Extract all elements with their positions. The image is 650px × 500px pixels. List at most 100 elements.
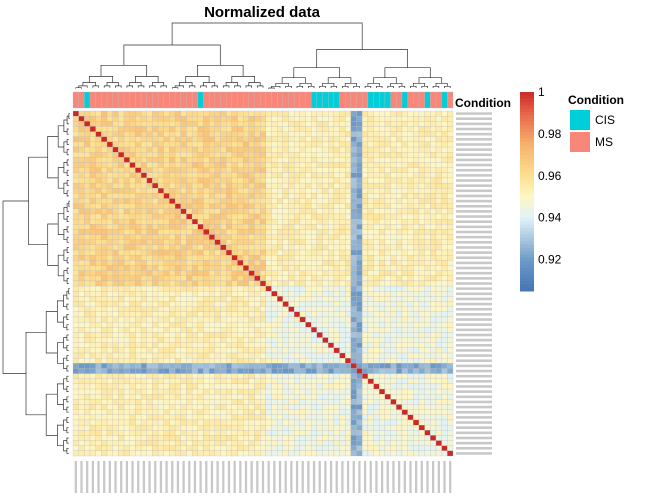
heatmap-cell (157, 450, 164, 457)
heatmap-cell (123, 219, 130, 225)
heatmap-cell (95, 188, 102, 194)
heatmap-cell (129, 414, 136, 421)
heatmap-cell (112, 404, 119, 410)
heatmap-cell (367, 409, 374, 415)
heatmap-cell (152, 162, 159, 168)
heatmap-cell (169, 121, 176, 127)
heatmap-cell (191, 301, 198, 307)
heatmap-cell (345, 394, 352, 400)
heatmap-cell (345, 373, 352, 379)
heatmap-cell (220, 146, 227, 153)
heatmap-cell (316, 249, 323, 256)
heatmap-cell (390, 301, 397, 307)
heatmap-cell (214, 110, 221, 117)
heatmap-cell (123, 131, 130, 137)
heatmap-cell (231, 337, 238, 343)
heatmap-cell (112, 116, 119, 122)
heatmap-cell (208, 193, 215, 199)
heatmap-cell (226, 162, 232, 168)
heatmap-cell (163, 229, 170, 235)
heatmap-cell (413, 368, 420, 374)
heatmap-cell (243, 388, 249, 395)
heatmap-cell (339, 131, 346, 137)
heatmap-cell (101, 146, 108, 153)
heatmap-cell (84, 347, 91, 354)
heatmap-cell (333, 301, 340, 307)
heatmap-cell (367, 321, 374, 328)
heatmap-cell (140, 363, 147, 369)
heatmap-cell (260, 280, 266, 287)
heatmap-cell (260, 255, 266, 261)
heatmap-cell (282, 285, 289, 292)
heatmap-cell (237, 450, 244, 457)
annotation-cell-ms (345, 91, 352, 109)
heatmap-cell (339, 219, 346, 225)
heatmap-cell (260, 440, 266, 446)
heatmap-cell (135, 182, 142, 189)
heatmap-cell (271, 327, 278, 333)
heatmap-cell (140, 450, 147, 457)
annotation-cell-cis (197, 91, 204, 109)
heatmap-cell (265, 249, 272, 256)
heatmap-cell (345, 265, 352, 271)
heatmap-cell (407, 296, 414, 302)
heatmap-cell (197, 404, 204, 410)
heatmap-cell (413, 291, 420, 297)
heatmap-cell (106, 450, 113, 457)
heatmap-cell (152, 409, 159, 415)
heatmap-cell (311, 162, 318, 168)
heatmap-cell (390, 157, 397, 163)
heatmap-cell (220, 291, 227, 297)
heatmap-cell (401, 424, 408, 431)
heatmap-cell (140, 219, 147, 225)
heatmap-cell (424, 224, 431, 230)
heatmap-cell (214, 291, 221, 297)
heatmap-cell (288, 352, 295, 359)
heatmap-cell (123, 316, 130, 323)
heatmap-cell (208, 126, 215, 132)
heatmap-cell (328, 363, 335, 369)
heatmap-cell (174, 383, 181, 390)
heatmap-cell (203, 203, 210, 209)
heatmap-cell (441, 363, 448, 369)
heatmap-cell (163, 249, 170, 256)
heatmap-cell (208, 141, 215, 148)
heatmap-cell (163, 239, 170, 246)
heatmap-cell (350, 311, 357, 318)
heatmap-cell (418, 435, 425, 441)
heatmap-cell (424, 177, 431, 184)
heatmap-cell (345, 399, 352, 405)
heatmap-cell (441, 388, 448, 395)
heatmap-cell (418, 332, 425, 338)
heatmap-cell (390, 110, 397, 117)
heatmap-cell (418, 404, 425, 410)
heatmap-cell (265, 177, 272, 184)
heatmap-cell (447, 373, 454, 379)
heatmap-cell (356, 260, 363, 266)
row-label (456, 338, 492, 342)
heatmap-cell (277, 337, 283, 343)
heatmap-cell (174, 435, 181, 441)
dendrogram-branch (63, 119, 68, 132)
heatmap-cell (163, 342, 170, 348)
heatmap-cell (339, 255, 346, 261)
heatmap-cell (441, 198, 448, 204)
heatmap-cell (379, 321, 386, 328)
heatmap-cell (197, 378, 204, 385)
heatmap-cell (140, 373, 147, 379)
heatmap-cell (157, 275, 164, 282)
heatmap-cell (118, 430, 125, 436)
heatmap-cell (197, 260, 204, 266)
heatmap-cell (367, 116, 374, 122)
heatmap-cell (101, 188, 108, 194)
heatmap-cell (441, 424, 448, 431)
heatmap-cell (72, 157, 79, 163)
heatmap-cell (214, 193, 221, 199)
heatmap-cell (424, 121, 431, 127)
column-label (295, 461, 299, 493)
heatmap-cell (260, 296, 266, 302)
heatmap-cell (101, 358, 108, 364)
heatmap-cell (305, 172, 312, 179)
heatmap-cell (418, 177, 425, 184)
heatmap-cell (328, 152, 335, 158)
